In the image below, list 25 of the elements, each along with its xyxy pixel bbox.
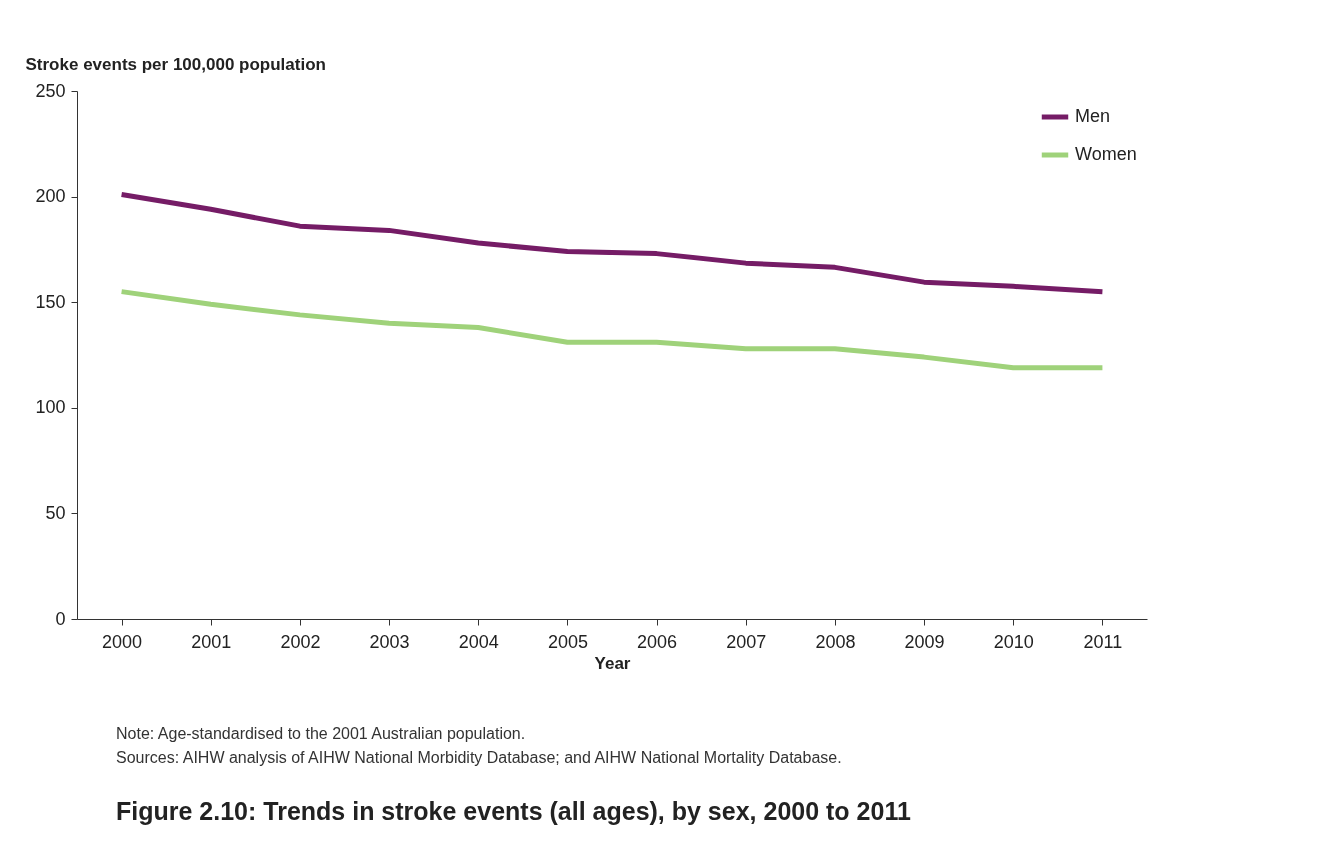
- source-note: Sources: AIHW analysis of AIHW National Morbidity Database; and AIHW National Mortality Database.: [116, 748, 842, 768]
- y-tick-label: 50: [45, 502, 66, 523]
- x-tick-label: 2000: [102, 631, 143, 652]
- x-tick-label: 2009: [904, 631, 945, 652]
- y-tick-label: 250: [35, 80, 66, 101]
- x-tick-label: 2006: [637, 631, 678, 652]
- text: Figure 2.10: Trends in stroke events (all ages), by sex, 2000 to 2011: [116, 797, 911, 826]
- x-tick-label: 2003: [369, 631, 410, 652]
- x-tick-label: 2002: [280, 631, 321, 652]
- x-tick-label: 2005: [547, 631, 588, 652]
- y-tick-label: 0: [55, 608, 66, 629]
- x-tick-label: 2004: [458, 631, 499, 652]
- x-tick-label: 2010: [993, 631, 1034, 652]
- y-tick-label: 150: [35, 291, 66, 312]
- x-tick-label: 2007: [726, 631, 767, 652]
- legend-label: Women: [1075, 144, 1137, 164]
- y-tick-label: 200: [35, 186, 66, 207]
- y-tick-label: 100: [35, 397, 66, 418]
- x-tick-label: 2011: [1083, 631, 1123, 652]
- text: Note: Age-standardised to the 2001 Australian population.: [116, 724, 527, 744]
- x-tick-label: 2008: [815, 631, 856, 652]
- x-axis-title: Year: [594, 653, 631, 673]
- legend-label: Men: [1075, 106, 1111, 126]
- y-axis-title: Stroke events per 100,000 population: [25, 54, 326, 74]
- x-tick-label: 2001: [191, 631, 232, 652]
